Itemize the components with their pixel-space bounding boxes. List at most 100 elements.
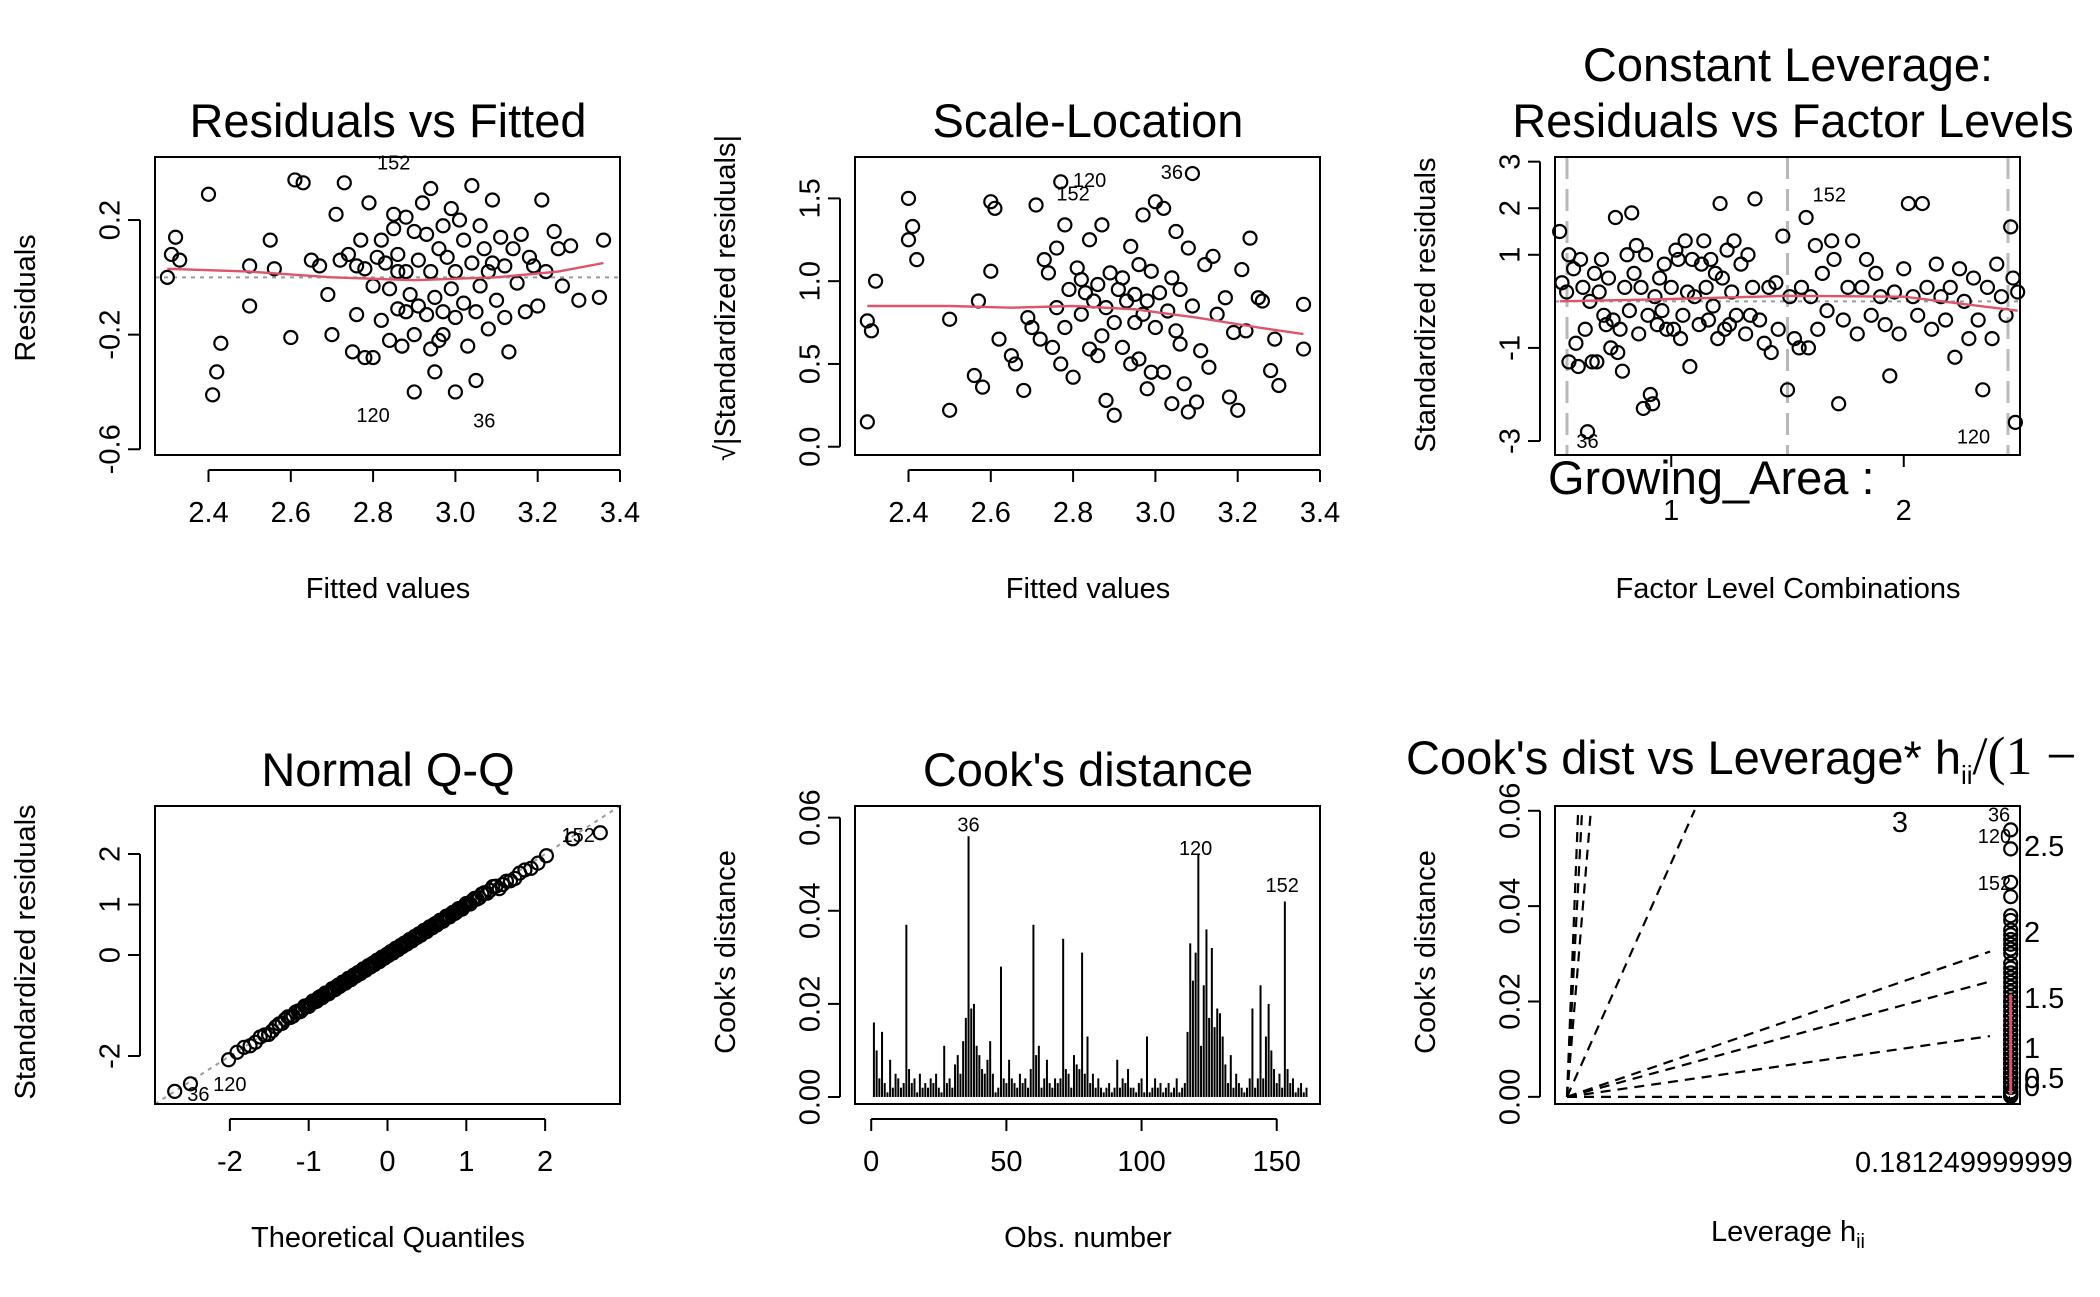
- factor-point: [1589, 354, 1605, 370]
- cook-x-tick-label: 0: [863, 1146, 879, 1178]
- scaleloc-x-tick-label: 3.0: [1135, 497, 1175, 529]
- factor-point: [1984, 330, 2000, 347]
- resfit-point: [501, 344, 517, 360]
- cooklev-contour-level-label: 1.5: [2024, 983, 2064, 1015]
- cook-x-tick-label: 100: [1117, 1146, 1165, 1178]
- scaleloc-point: [1106, 407, 1122, 423]
- cooklev-contour-level-label: 2: [2024, 917, 2040, 949]
- scaleloc-point: [909, 252, 925, 268]
- cooklev-point-label: 120: [1978, 826, 2011, 848]
- factor-group-label: Growing_Area :: [1548, 451, 1875, 504]
- factor-point: [1712, 195, 1728, 212]
- scaleloc-point: [1201, 359, 1217, 375]
- resfit-x-tick-label: 2.8: [353, 497, 393, 529]
- factor-point: [1619, 247, 1635, 263]
- scale-location-panel: Scale-Location Fitted values √|Standardi…: [710, 94, 1340, 605]
- resfit-point: [205, 387, 221, 403]
- factor-point: [1740, 247, 1756, 263]
- resfit-point: [373, 312, 389, 328]
- resfit-point: [525, 258, 542, 274]
- factor-point: [1703, 251, 1719, 268]
- resfit-point: [423, 180, 439, 197]
- scaleloc-point: [1139, 381, 1155, 397]
- resfit-point: [209, 364, 225, 380]
- factor-point: [1886, 284, 1903, 300]
- scaleloc-point: [1188, 394, 1205, 410]
- cook-title: Cook's distance: [923, 743, 1253, 796]
- factor-point: [2003, 219, 2019, 235]
- cooks-contour-line: [1566, 950, 1991, 1098]
- qq-point-label: 36: [187, 1084, 209, 1106]
- cook-plot-frame: [854, 805, 1321, 1105]
- cooks-contour-line: [1566, 980, 1991, 1098]
- factor-point: [1593, 251, 1610, 268]
- scaleloc-point: [1028, 197, 1044, 213]
- cook-y-tick-label: 0.00: [795, 1069, 827, 1125]
- factor-point: [1849, 326, 1865, 342]
- factor-point: [1989, 256, 2005, 272]
- scaleloc-point-label: 36: [1161, 162, 1183, 184]
- factor-point: [1663, 279, 1679, 295]
- resfit-point: [357, 349, 373, 366]
- resfit-y-tick-label: 0.2: [95, 200, 127, 240]
- scaleloc-point: [1053, 356, 1069, 372]
- resfit-plot-frame: [154, 156, 621, 456]
- cooks-contour-label: 3: [1892, 807, 1908, 839]
- resfit-point: [443, 281, 459, 297]
- scaleloc-point: [1114, 339, 1131, 355]
- qq-y-tick-label: -2: [95, 1043, 127, 1069]
- scaleloc-title: Scale-Location: [933, 94, 1244, 147]
- factor-point: [1591, 284, 1607, 300]
- scaleloc-point: [1143, 364, 1159, 380]
- resfit-point: [287, 172, 303, 188]
- resfit-point: [423, 341, 439, 357]
- factor-y-tick-label: -1: [1495, 335, 1527, 361]
- resfit-x-tick-label: 2.4: [188, 497, 228, 529]
- factor-point: [1658, 321, 1675, 337]
- scaleloc-x-tick-label: 3.2: [1218, 497, 1258, 529]
- resfit-x-tick-label: 3.0: [435, 497, 475, 529]
- cooklev-y-tick-label: 0.06: [1495, 783, 1527, 839]
- cooklev-title-main: Cook's dist vs Leverage* h: [1406, 731, 1961, 784]
- factor-point: [1670, 251, 1686, 268]
- cook-x-tick-label: 150: [1253, 1146, 1301, 1178]
- scaleloc-point: [1295, 296, 1312, 312]
- factor-point: [2010, 284, 2026, 300]
- qq-xlabel: Theoretical Quantiles: [251, 1222, 525, 1254]
- resfit-point: [435, 218, 451, 234]
- factor-point: [1570, 358, 1586, 375]
- factor-ylabel: Standardized residuals: [1410, 157, 1442, 452]
- scaleloc-point: [1003, 348, 1019, 364]
- factor-point: [1733, 256, 1749, 272]
- factor-point: [1840, 279, 1856, 295]
- scaleloc-point: [1106, 314, 1122, 331]
- factor-point: [1961, 330, 1977, 347]
- factor-point: [1924, 321, 1940, 337]
- resfit-point: [517, 304, 533, 320]
- cook-x-tick-label: 50: [990, 1146, 1022, 1178]
- cooklev-point: [2003, 927, 2019, 943]
- resfit-point: [595, 232, 612, 248]
- resfit-point: [357, 261, 373, 277]
- factor-xlabel: Factor Level Combinations: [1616, 573, 1961, 605]
- resfit-point: [460, 338, 476, 354]
- cooklev-point: [2003, 936, 2019, 952]
- qq-y-tick-label: 2: [95, 846, 127, 862]
- scaleloc-point: [1123, 238, 1139, 254]
- scaleloc-point: [1254, 293, 1270, 309]
- scaleloc-y-tick-label: 1.5: [795, 178, 827, 218]
- factor-point: [1710, 330, 1726, 347]
- cooklev-point: [2003, 960, 2019, 976]
- resfit-point: [361, 195, 377, 211]
- factor-y-tick-label: 2: [1495, 200, 1527, 216]
- scaleloc-smooth-line: [867, 304, 1304, 336]
- resfit-point: [513, 226, 529, 242]
- cooklev-point: [2003, 908, 2019, 924]
- cooklev-point: [2003, 822, 2019, 838]
- factor-point: [1572, 251, 1589, 268]
- residuals-vs-fitted-panel: Residuals vs Fitted Fitted values Residu…: [10, 94, 640, 605]
- qq-y-tick-label: 1: [95, 896, 127, 912]
- scaleloc-point: [1123, 356, 1139, 372]
- resfit-point: [344, 344, 361, 360]
- factor-point: [2007, 414, 2023, 431]
